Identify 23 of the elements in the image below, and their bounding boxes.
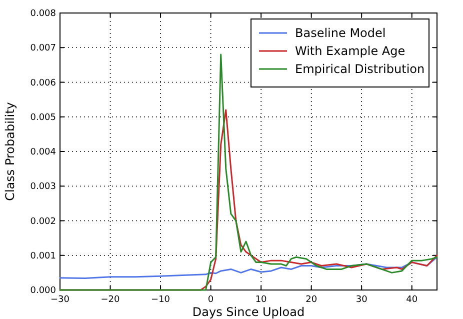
- x-tick-label: 40: [406, 295, 418, 305]
- legend-label: With Example Age: [295, 44, 406, 58]
- x-axis-title: Days Since Upload: [192, 305, 305, 319]
- x-tick-label: −10: [151, 295, 170, 305]
- y-tick-label: 0.006: [30, 78, 56, 88]
- x-tick-label: −30: [50, 295, 70, 305]
- y-tick-label: 0.007: [30, 44, 56, 54]
- x-tick-label: 0: [208, 295, 214, 305]
- y-tick-label: 0.008: [30, 9, 56, 19]
- y-tick-label: 0.001: [30, 251, 56, 262]
- y-tick-label: 0.002: [30, 216, 56, 227]
- legend-label: Baseline Model: [295, 26, 386, 40]
- x-tick-label: 30: [356, 295, 368, 305]
- y-tick-label: 0.005: [30, 112, 56, 123]
- x-tick-label: 10: [255, 295, 268, 305]
- y-tick-label: 0.004: [30, 148, 56, 158]
- legend-label: Empirical Distribution: [295, 62, 425, 76]
- y-tick-label: 0.000: [30, 286, 56, 296]
- y-tick-label: 0.003: [30, 182, 56, 192]
- x-tick-label: 20: [306, 295, 318, 305]
- line-series: [59, 256, 438, 279]
- x-tick-label: −20: [100, 295, 120, 305]
- y-axis-title: Class Probability: [3, 102, 17, 201]
